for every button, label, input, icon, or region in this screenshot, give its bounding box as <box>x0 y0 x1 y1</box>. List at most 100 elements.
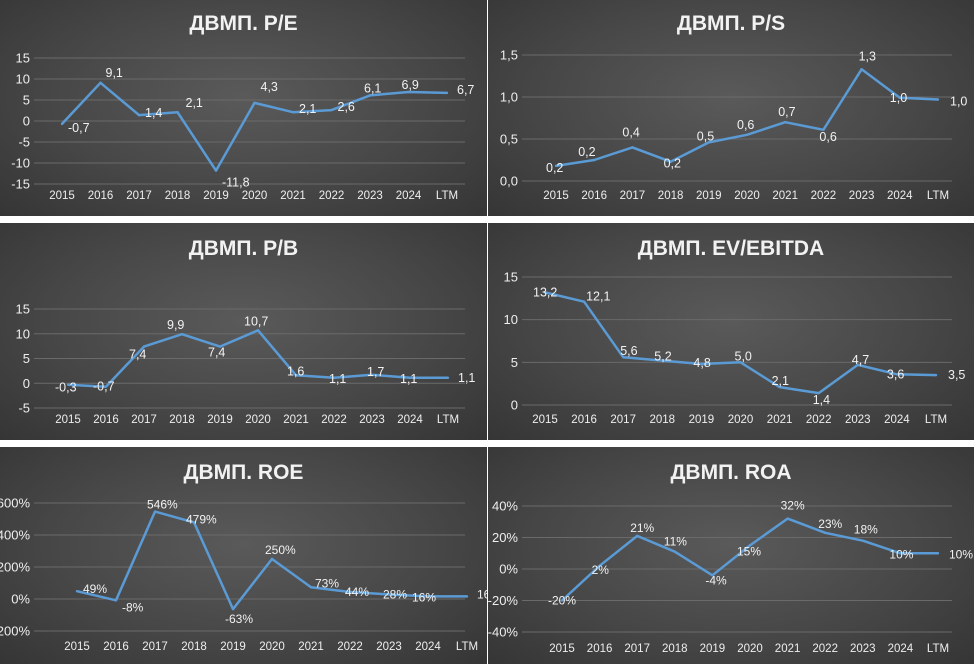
data-label: 73% <box>315 576 339 590</box>
data-label: 32% <box>781 499 805 513</box>
data-point <box>153 510 157 513</box>
data-label: 1,1 <box>400 372 417 386</box>
x-tick-label: 2023 <box>850 643 876 655</box>
data-point <box>66 383 70 386</box>
y-tick-label: 40% <box>492 499 518 514</box>
data-point <box>407 90 410 94</box>
y-tick-label: 10 <box>16 72 30 87</box>
data-label: 0,2 <box>546 161 563 175</box>
x-tick-label: 2015 <box>55 414 81 426</box>
x-tick-label: 2017 <box>620 190 646 202</box>
data-label: -0,7 <box>68 121 90 135</box>
data-label: 5,6 <box>620 344 637 358</box>
data-label: 16% <box>412 590 436 604</box>
x-tick-label: 2018 <box>662 643 688 655</box>
y-tick-label: 400% <box>0 528 30 543</box>
x-tick-label: 2017 <box>131 414 157 426</box>
data-label: 2,1 <box>186 96 203 110</box>
chart-title: ДВМП. P/S <box>677 12 785 35</box>
data-label: -11,8 <box>222 176 250 190</box>
data-point <box>426 595 430 598</box>
x-tick-label: 2020 <box>259 641 285 653</box>
data-point <box>673 550 676 553</box>
x-tick-label: 2024 <box>884 414 910 426</box>
x-tick-label: 2018 <box>165 190 191 202</box>
data-label: 1,7 <box>367 365 384 379</box>
data-point <box>778 385 781 389</box>
x-tick-label: 2015 <box>543 190 569 202</box>
data-label: 0,2 <box>578 145 595 159</box>
x-tick-label: 2023 <box>357 190 383 202</box>
y-tick-label: 10 <box>504 312 518 327</box>
chart-title: ДВМП. P/E <box>189 12 297 35</box>
data-label: 4,8 <box>693 356 710 370</box>
data-label: 479% <box>186 512 217 526</box>
data-point <box>669 160 672 163</box>
chart-title: ДВМП. EV/EBITDA <box>638 237 824 260</box>
x-tick-label: 2022 <box>806 414 832 426</box>
series-line <box>544 291 937 395</box>
y-tick-label: 0% <box>499 562 518 577</box>
data-point <box>860 68 863 71</box>
data-point <box>348 590 352 594</box>
data-label: 18% <box>854 523 878 537</box>
chart-panel-4: ДВМП. EV/EBITDA 15 10 5 0 2015 2016 2017 2018 201… <box>488 223 974 440</box>
y-tick-label: 0,0 <box>500 174 518 189</box>
x-tick-label: 2021 <box>767 414 793 426</box>
y-tick-label: 1,5 <box>500 48 518 63</box>
data-label: 0,6 <box>737 118 754 132</box>
x-tick-label: LTM <box>927 190 949 202</box>
data-point <box>330 108 333 112</box>
data-label: 11% <box>664 535 687 549</box>
x-tick-label: 2016 <box>88 190 114 202</box>
chart-panel-3: ДВМП. P/B 15 10 5 0 -5 2015 2016 2017 2018 2019 202… <box>0 223 487 440</box>
y-tick-label: -5 <box>18 401 30 416</box>
data-label: 1,0 <box>950 95 967 109</box>
data-label: -4% <box>705 573 727 587</box>
data-label: 23% <box>818 517 842 531</box>
x-tick-label: 2016 <box>93 414 119 426</box>
data-point <box>387 593 391 596</box>
y-tick-label: 10 <box>16 326 30 341</box>
x-tick-label: 2017 <box>142 641 168 653</box>
y-tick-label: -40% <box>488 625 518 640</box>
data-point <box>786 517 789 520</box>
data-label: 6,7 <box>457 83 474 97</box>
x-tick-label: 2019 <box>696 190 722 202</box>
data-label: 3,6 <box>887 367 904 381</box>
x-tick-label: 2017 <box>610 414 636 426</box>
data-label: -63% <box>225 612 253 626</box>
data-point <box>700 362 703 366</box>
chart-title: ДВМП. P/B <box>189 237 298 260</box>
data-label: 2% <box>592 563 610 577</box>
x-tick-label: LTM <box>456 641 478 653</box>
y-tick-label: -5 <box>18 135 30 150</box>
x-tick-label: 2018 <box>181 641 207 653</box>
data-point <box>231 607 235 611</box>
data-point <box>711 574 714 577</box>
data-point <box>192 521 196 524</box>
x-tick-label: 2021 <box>775 643 801 655</box>
x-tick-label: LTM <box>437 414 459 426</box>
x-tick-label: 2021 <box>283 414 309 426</box>
data-point <box>291 110 295 114</box>
data-point <box>593 158 596 162</box>
series-line <box>76 510 467 611</box>
data-point <box>560 599 564 602</box>
data-label: 4,3 <box>261 80 278 94</box>
y-tick-label: -20% <box>488 593 518 608</box>
x-tick-label: 2020 <box>245 414 271 426</box>
y-tick-label: 15 <box>504 270 518 285</box>
data-point <box>142 345 146 348</box>
data-point <box>114 599 118 602</box>
y-tick-label: 5 <box>511 355 518 370</box>
data-label: 7,4 <box>208 346 225 360</box>
data-point <box>554 164 558 168</box>
x-tick-label: 2015 <box>64 641 90 653</box>
data-label: 0,4 <box>622 125 639 139</box>
data-label: 0,2 <box>664 157 681 171</box>
x-tick-label: 2021 <box>772 190 798 202</box>
data-point <box>745 133 749 136</box>
data-label: 2,6 <box>338 100 355 114</box>
x-tick-label: 2020 <box>734 190 760 202</box>
